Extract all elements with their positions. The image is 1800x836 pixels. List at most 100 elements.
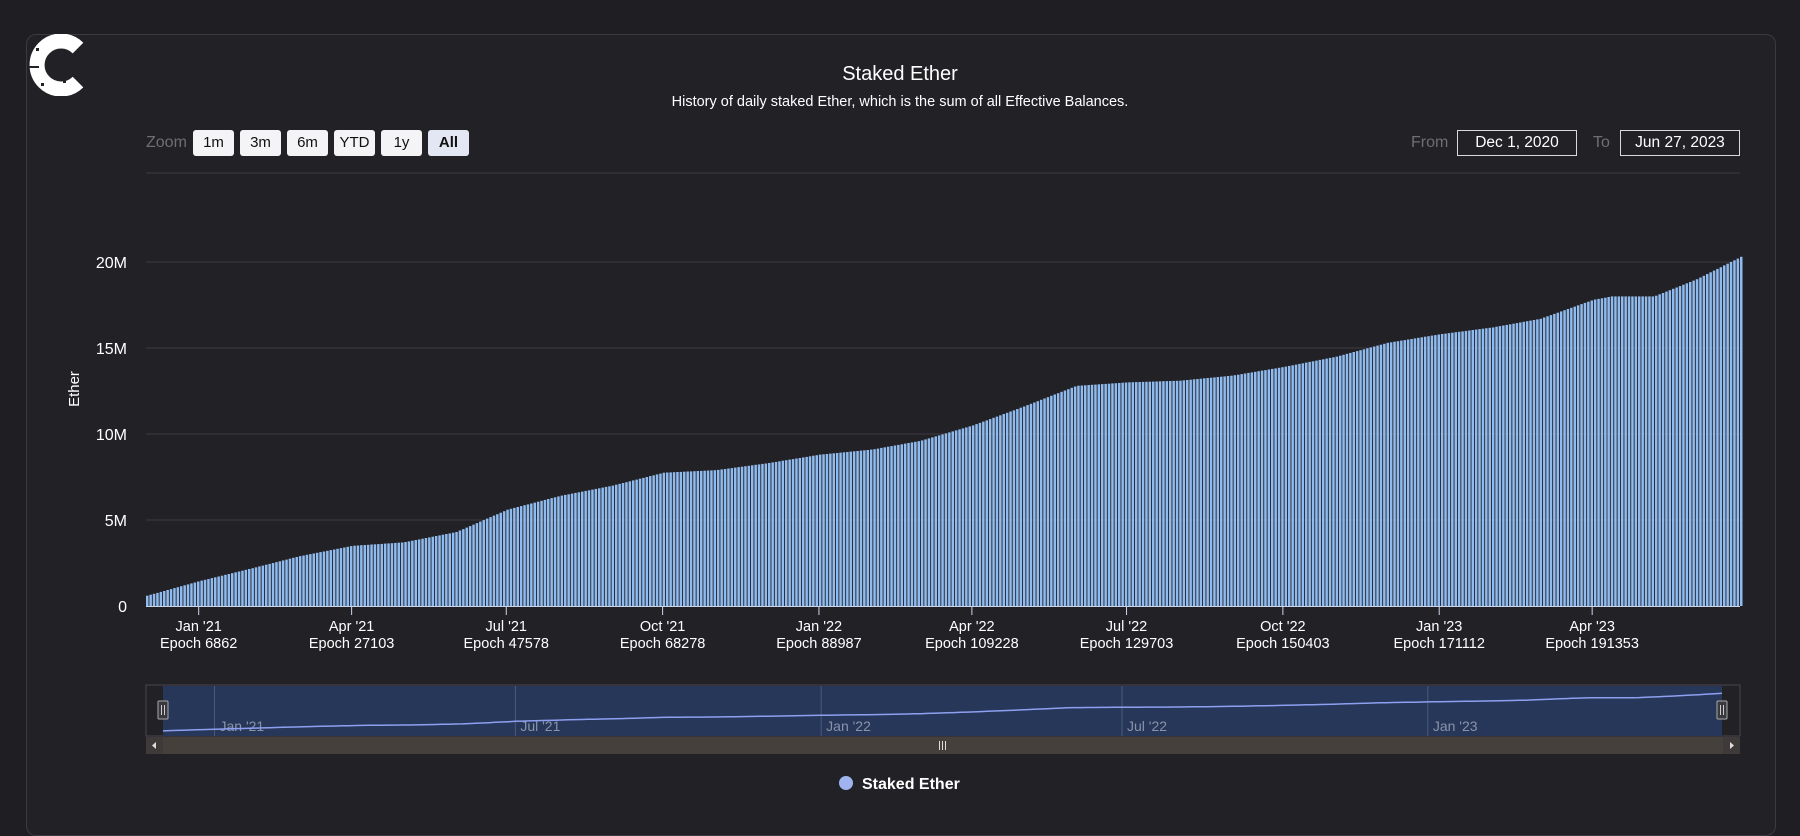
bar xyxy=(441,534,445,606)
bar xyxy=(1335,356,1339,606)
bar xyxy=(217,576,220,606)
bar xyxy=(1369,347,1372,606)
bar xyxy=(965,427,968,606)
bar xyxy=(200,580,203,606)
legend-item-staked-ether[interactable]: Staked Ether xyxy=(839,776,960,793)
bar xyxy=(288,558,292,606)
zoom-all-button[interactable]: All xyxy=(428,130,469,156)
zoom-6m-button[interactable]: 6m xyxy=(287,130,328,156)
zoom-ytd-button[interactable]: YTD xyxy=(334,130,375,156)
bar xyxy=(1104,383,1107,606)
bar xyxy=(1311,361,1315,606)
bar xyxy=(1570,307,1573,606)
bar xyxy=(1077,385,1080,606)
bar xyxy=(1090,384,1094,606)
zoom-1y-button[interactable]: 1y xyxy=(381,130,422,156)
bar xyxy=(462,529,465,606)
bar xyxy=(220,575,224,606)
navigator-right-handle[interactable] xyxy=(1716,700,1728,720)
bar xyxy=(863,450,866,606)
to-date-input[interactable]: Jun 27, 2023 xyxy=(1620,130,1740,156)
bar xyxy=(1291,365,1294,606)
bar xyxy=(937,435,941,606)
bar xyxy=(1277,367,1281,606)
bar xyxy=(570,493,574,606)
bar xyxy=(424,538,428,606)
x-tick-epoch: Epoch 27103 xyxy=(309,636,394,652)
bar xyxy=(332,549,336,606)
bar xyxy=(1148,381,1152,606)
bar xyxy=(237,571,241,606)
bar xyxy=(295,557,298,606)
bar xyxy=(159,591,163,606)
bar xyxy=(1610,296,1614,606)
bar xyxy=(1189,379,1192,606)
bar xyxy=(598,488,601,606)
bar xyxy=(305,554,309,606)
bar xyxy=(190,583,193,606)
bar xyxy=(530,503,533,606)
bar xyxy=(1067,389,1070,606)
bar xyxy=(1525,321,1529,606)
bar xyxy=(1553,313,1556,606)
bar xyxy=(1220,376,1223,606)
bar xyxy=(479,521,482,606)
bar xyxy=(1627,296,1631,606)
bar xyxy=(795,458,798,606)
bar xyxy=(1165,381,1169,606)
bar xyxy=(720,469,723,606)
x-tick-label: Jan '22 xyxy=(796,619,842,635)
bar xyxy=(968,426,971,606)
bar xyxy=(859,450,863,606)
bar xyxy=(1056,393,1060,606)
bar xyxy=(1053,394,1056,606)
bar xyxy=(329,550,332,606)
bar xyxy=(706,470,710,606)
bar xyxy=(1393,341,1396,606)
bar xyxy=(618,483,621,606)
bar xyxy=(1101,384,1104,606)
zoom-1m-button[interactable]: 1m xyxy=(193,130,234,156)
bar xyxy=(1485,328,1488,606)
y-tick-label: 15M xyxy=(96,341,127,358)
navigator-left-handle[interactable] xyxy=(157,700,169,720)
zoom-3m-button[interactable]: 3m xyxy=(240,130,281,156)
bar xyxy=(1237,374,1240,606)
bar xyxy=(941,434,944,606)
bar xyxy=(869,449,873,606)
bar xyxy=(1002,414,1005,606)
bar xyxy=(438,535,441,606)
bar xyxy=(414,540,417,606)
bar xyxy=(1009,411,1012,606)
bar xyxy=(1396,341,1400,606)
bar xyxy=(502,511,506,606)
bar xyxy=(1729,262,1733,606)
bar xyxy=(169,589,173,606)
bar xyxy=(1434,335,1437,606)
x-tick-label: Jul '21 xyxy=(486,619,527,635)
bar xyxy=(445,534,448,606)
bar xyxy=(1573,306,1576,606)
bar xyxy=(1410,339,1413,606)
bar xyxy=(1502,325,1505,606)
bar xyxy=(1709,272,1712,606)
navigator-selected-range xyxy=(163,686,1722,736)
bar xyxy=(1318,359,1322,606)
bar xyxy=(146,595,149,606)
bar xyxy=(149,594,152,606)
bar xyxy=(1308,361,1311,606)
bar xyxy=(1430,335,1434,606)
bar xyxy=(1294,364,1298,606)
bar xyxy=(1386,342,1389,606)
bar xyxy=(315,552,319,606)
navigator[interactable]: Jan '21 Jul '21 Jan '22 Jul '22 Jan '23 xyxy=(145,684,1741,737)
from-date-input[interactable]: Dec 1, 2020 xyxy=(1457,130,1577,156)
bar xyxy=(632,480,635,606)
bar xyxy=(322,551,326,606)
bar xyxy=(1260,370,1264,606)
bar xyxy=(1026,405,1029,606)
x-tick-label: Oct '21 xyxy=(640,619,685,635)
bar xyxy=(1213,377,1216,606)
bar xyxy=(1556,312,1559,606)
